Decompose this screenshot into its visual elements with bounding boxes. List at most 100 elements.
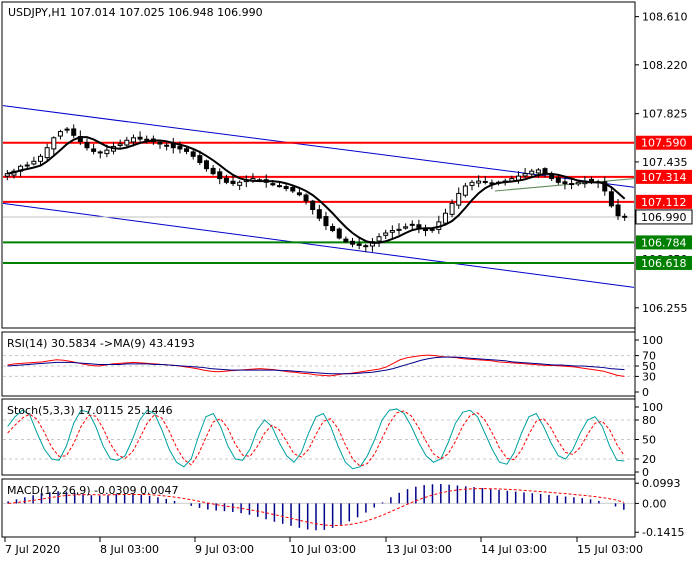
candle-body [350, 240, 356, 245]
candle-body [97, 151, 103, 154]
stoch-signal-line [7, 410, 625, 467]
candle-body [170, 143, 176, 149]
macd-tick-label: -0.1415 [642, 526, 684, 539]
channel-upper-line [2, 105, 635, 188]
rsi-tick-label: 100 [642, 334, 663, 347]
candle-body [409, 223, 415, 226]
level-label: 106.784 [641, 236, 687, 249]
x-tick-label: 14 Jul 03:00 [481, 543, 547, 556]
candle-body [130, 137, 136, 143]
candle-body [104, 149, 110, 155]
rsi-plot [3, 354, 634, 377]
macd-header: MACD(12,26,9) -0.0309 0.0047 [7, 484, 178, 497]
moving-average-line [7, 136, 626, 244]
candle-body [177, 145, 183, 150]
candle-body [164, 144, 170, 147]
candle-body [389, 230, 395, 233]
candle-body [456, 192, 462, 206]
rsi-ma-line [7, 356, 625, 375]
candle-body [622, 215, 628, 218]
level-label: 106.618 [641, 257, 687, 270]
candle-body [330, 225, 336, 232]
candle-body [270, 183, 276, 186]
candle-body [429, 228, 435, 231]
candle-body [615, 204, 621, 217]
candle-body [84, 141, 90, 149]
candle-body [555, 177, 561, 183]
macd-signal-line [8, 488, 624, 527]
candle-body [230, 180, 236, 185]
candle-body [383, 232, 389, 236]
x-tick-label: 13 Jul 03:00 [386, 543, 452, 556]
candle-body [403, 226, 409, 229]
candle-body [343, 238, 349, 243]
candle-body [416, 224, 422, 229]
candle-body [608, 191, 614, 207]
stoch-tick-label: 0 [642, 466, 649, 479]
candle-body [71, 128, 77, 136]
stoch-tick-label: 80 [642, 414, 656, 427]
candle-body [442, 212, 448, 224]
stoch-header: Stoch(5,3,3) 17.0115 25.1446 [7, 404, 173, 417]
rsi-tick-label: 0 [642, 386, 649, 399]
main-tick-label: 108.220 [642, 59, 688, 72]
main-tick-label: 108.610 [642, 11, 688, 24]
current-price-label: 106.990 [641, 211, 687, 224]
candle-body [336, 228, 342, 239]
candle-body [157, 141, 163, 145]
candle-body [217, 171, 223, 180]
candle-body [283, 186, 289, 189]
rsi-tick-label: 50 [642, 360, 656, 373]
candle-body [476, 180, 482, 184]
stoch-tick-label: 50 [642, 434, 656, 447]
candle-body [57, 131, 63, 137]
candle-body [184, 148, 190, 152]
candle-body [144, 138, 150, 141]
candle-body [276, 185, 282, 188]
level-label-bg [636, 235, 692, 250]
axes: 108.610 108.220 107.825 107.435 106.255 106.6… [4, 11, 693, 556]
candle-body [91, 148, 97, 152]
level-label-bg [636, 169, 692, 184]
candle-body [223, 177, 229, 183]
candle-body [535, 169, 541, 174]
candle-body [290, 186, 296, 192]
main-plot [2, 105, 635, 288]
candle-body [210, 167, 216, 175]
candle-body [190, 151, 196, 157]
candle-body [356, 243, 362, 246]
rsi-tick-label: 70 [642, 350, 656, 363]
candle-body [124, 139, 130, 146]
candle-body [197, 155, 203, 164]
candle-body [51, 137, 57, 150]
candle-body [64, 128, 70, 131]
candle-body [569, 183, 575, 186]
candle-body [38, 155, 44, 162]
main-panel-frame [1, 1, 636, 329]
main-tick-label: 106.255 [642, 302, 688, 315]
main-header: USDJPY,H1 107.014 107.025 106.948 106.99… [8, 6, 263, 19]
level-label-bg [636, 194, 692, 209]
candle-body [303, 194, 309, 202]
main-tick-label: 107.825 [642, 108, 688, 121]
macd-tick-label: 0.0993 [642, 477, 681, 490]
stoch-tick-label: 20 [642, 453, 656, 466]
current-price-box [635, 209, 693, 225]
candle-body [376, 236, 382, 242]
candle-body [588, 178, 594, 182]
candle-body [44, 147, 50, 159]
candle-body [602, 181, 608, 192]
candle-body [529, 170, 535, 175]
candle-body [363, 245, 369, 248]
candle-body [31, 160, 37, 165]
candle-body [575, 181, 581, 185]
candle-body [237, 181, 243, 186]
candle-body [482, 180, 488, 183]
candle-body [203, 160, 209, 170]
candle-body [310, 200, 316, 211]
x-tick-label: 10 Jul 03:00 [290, 543, 356, 556]
candle-body [462, 185, 468, 196]
level-label: 107.112 [641, 196, 687, 209]
